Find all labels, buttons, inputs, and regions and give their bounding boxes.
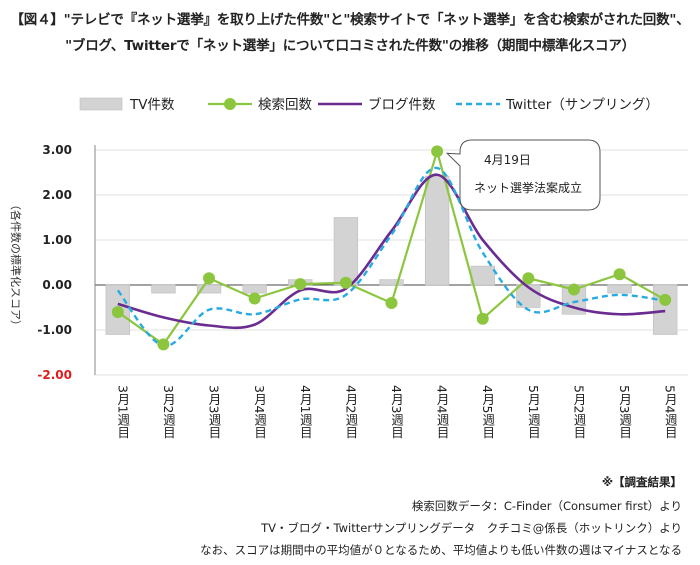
y-tick-label: -1.00 (37, 323, 72, 337)
legend-blog-label: ブログ件数 (368, 96, 436, 113)
x-tick-label: 4月3週目 (389, 385, 404, 438)
marker-search-12 (659, 293, 672, 306)
y-tick-label: 0.00 (42, 278, 72, 292)
callout-date: 4月19日 (484, 153, 531, 167)
y-tick-label: 2.00 (42, 188, 72, 202)
x-tick-label: 4月2週目 (343, 385, 358, 438)
y-tick-label: 3.00 (42, 143, 72, 157)
bar-tv-6 (379, 279, 404, 286)
x-tick-label: 3月3週目 (207, 385, 222, 438)
chart-title-line-2: "ブログ、Twitterで「ネット選挙」について口コミされた件数"の推移（期間中… (65, 38, 635, 54)
marker-search-8 (476, 312, 489, 325)
marker-search-2 (203, 272, 216, 285)
legend-twitter-label: Twitter（サンプリング） (505, 97, 659, 113)
note-heading: ※【調査結果】 (601, 475, 682, 489)
bar-tv-7 (424, 175, 450, 286)
x-tick-label: 5月1週目 (526, 385, 541, 438)
line-blog (117, 173, 666, 330)
legend: TV件数 検索回数 ブログ件数 Twitter（サンプリング） (79, 96, 659, 113)
y-tick-label: -2.00 (37, 368, 72, 382)
x-tick-label: 4月4週目 (435, 385, 450, 438)
markers (111, 145, 672, 351)
x-tick-label: 5月2週目 (571, 385, 586, 438)
x-tick-labels: 3月1週目 3月2週目 3月3週目 3月4週目 4月1週目 4月2週目 4月3週目 4月4週目… (115, 385, 677, 438)
marker-search-11 (613, 268, 626, 281)
marker-search-7 (431, 145, 444, 158)
marker-search-9 (522, 272, 535, 285)
legend-swatch-tv (79, 97, 123, 111)
y-tick-label: 1.00 (42, 233, 72, 247)
x-tick-label: 4月5週目 (480, 385, 495, 438)
legend-search-label: 検索回数 (258, 97, 312, 113)
y-axis-label: （各件数の標準化スコア） (9, 199, 23, 331)
legend-marker-search (224, 98, 236, 110)
x-tick-label: 3月1週目 (115, 385, 130, 438)
bar-tv-12 (653, 284, 678, 335)
callout-event: ネット選挙法案成立 (474, 180, 582, 195)
note-social-source: TV・ブログ・Twitterサンプリングデータ クチコミ@係長（ホットリンク）よ… (261, 521, 682, 535)
bar-tv-5 (333, 217, 359, 286)
bar-tv-8 (470, 265, 495, 286)
note-search-source: 検索回数データ：C-Finder（Consumer first）より (411, 499, 682, 513)
marker-search-4 (294, 278, 307, 291)
x-tick-label: 4月1週目 (298, 385, 313, 438)
legend-tv-label: TV件数 (129, 97, 175, 113)
x-tick-label: 3月4週目 (252, 385, 267, 438)
note-score-explanation: なお、スコアは期間中の平均値が０となるため、平均値よりも低い件数の週はマイナスと… (200, 543, 682, 557)
marker-search-6 (385, 297, 398, 309)
marker-search-5 (339, 276, 352, 289)
marker-search-3 (248, 292, 261, 305)
callout-bubble (445, 139, 601, 211)
marker-search-1 (157, 338, 170, 351)
marker-search-10 (567, 283, 580, 296)
x-tick-label: 5月4週目 (663, 385, 678, 438)
y-ticks: 3.00 2.00 1.00 0.00 -1.00 -2.00 (37, 143, 72, 382)
callout: 4月19日 ネット選挙法案成立 (445, 139, 601, 211)
bar-tv-2 (196, 284, 222, 294)
bar-tv-1 (151, 284, 176, 294)
chart-title-line-1: 【図４】"テレビで『ネット選挙』を取り上げた件数"と"検索サイトで「ネット選挙」… (10, 12, 690, 28)
bar-tv-3 (242, 284, 267, 294)
bar-tv-11 (607, 284, 632, 294)
line-twitter (116, 166, 666, 347)
marker-search-0 (111, 306, 124, 318)
x-tick-label: 5月3週目 (617, 385, 632, 438)
x-tick-label: 3月2週目 (161, 385, 176, 438)
